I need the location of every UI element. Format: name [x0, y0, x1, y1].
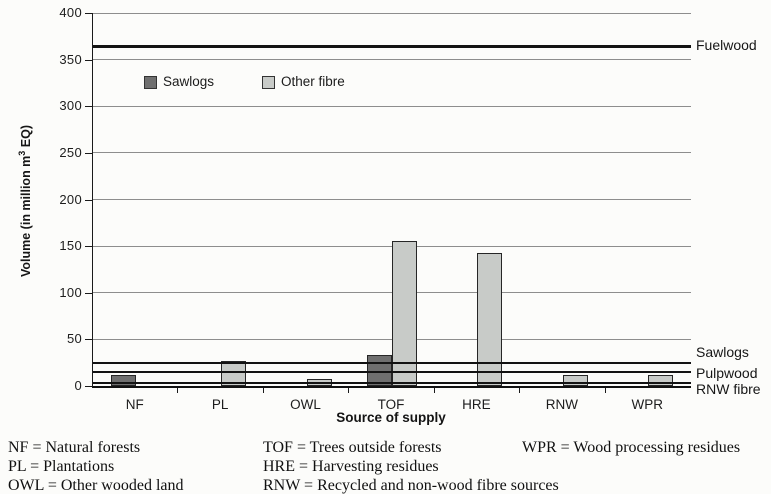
- legend-label-other-fibre: Other fibre: [281, 74, 345, 89]
- x-axis-title: Source of supply: [336, 410, 446, 425]
- gridline-250: [93, 152, 691, 154]
- reference-line-label-rnw-fibre: RNW fibre: [696, 381, 761, 398]
- y-tick-label: 300: [59, 98, 82, 114]
- y-tick-label: 250: [59, 144, 82, 160]
- footnote: RNW = Recycled and non-wood fibre source…: [263, 477, 559, 494]
- x-category-label-nf: NF: [125, 397, 144, 412]
- x-axis-tick: [177, 388, 179, 393]
- footnote: OWL = Other wooded land: [8, 477, 184, 494]
- x-category-label-wpr: WPR: [631, 397, 664, 412]
- y-tick-label: 150: [59, 238, 82, 254]
- y-tick-label: 50: [66, 331, 82, 347]
- legend-item-sawlogs: Sawlogs: [144, 75, 214, 89]
- y-axis-tick: [85, 199, 92, 201]
- reference-line-label-pulpwood: Pulpwood: [696, 365, 758, 381]
- footnote: WPR = Wood processing residues: [522, 439, 741, 456]
- reference-line-fuelwood: [93, 44, 691, 48]
- y-axis-title: Volume (in million m3 EQ): [16, 101, 37, 301]
- y-tick-label: 400: [59, 5, 82, 20]
- y-axis-tick: [85, 246, 92, 248]
- legend-item-other-fibre: Other fibre: [262, 75, 345, 89]
- y-axis-title-superscript: 3: [16, 150, 27, 156]
- footnote: NF = Natural forests: [8, 439, 141, 456]
- x-category-label-pl: PL: [211, 397, 229, 412]
- y-axis-tick: [85, 106, 92, 108]
- bar-other-fibre-rnw: [562, 375, 588, 386]
- gridline-200: [93, 199, 691, 200]
- reference-line-label-fuelwood: Fuelwood: [696, 36, 757, 53]
- gridline-400: [93, 12, 691, 14]
- abbreviation-key-column-1: NF = Natural forests PL = Plantations OW…: [8, 438, 184, 494]
- x-axis-tick: [433, 388, 435, 393]
- y-tick-label: 350: [59, 51, 82, 67]
- footnote: PL = Plantations: [8, 458, 115, 475]
- bar-other-fibre-wpr: [648, 375, 674, 386]
- sawlogs-swatch-icon: [144, 75, 157, 89]
- x-axis-tick: [262, 388, 264, 393]
- plot-area: [92, 12, 691, 388]
- abbreviation-key-column-2: TOF = Trees outside forests HRE = Harves…: [263, 438, 559, 494]
- gridline-300: [93, 105, 691, 107]
- reference-line-sawlogs: [93, 361, 691, 364]
- abbreviation-key-column-3: WPR = Wood processing residues: [522, 438, 740, 457]
- y-axis-tick: [85, 59, 92, 61]
- y-axis-tick: [85, 339, 92, 341]
- footnote: HRE = Harvesting residues: [263, 458, 439, 475]
- y-axis-tick: [85, 386, 92, 387]
- reference-line-label-sawlogs: Sawlogs: [696, 343, 749, 360]
- y-axis-tick: [85, 292, 92, 294]
- x-category-label-rnw: RNW: [545, 397, 578, 412]
- legend-label-sawlogs: Sawlogs: [163, 74, 215, 89]
- bar-sawlogs-nf: [110, 375, 136, 386]
- bar-sawlogs-tof: [367, 355, 392, 386]
- x-axis-tick: [348, 388, 350, 393]
- x-category-label-hre: HRE: [462, 397, 491, 412]
- y-tick-label: 200: [59, 191, 82, 207]
- y-tick-label: 100: [59, 284, 82, 300]
- y-tick-label: 0: [74, 378, 82, 393]
- reference-line-pulpwood: [93, 371, 691, 373]
- other-fibre-swatch-icon: [262, 75, 275, 89]
- bar-other-fibre-hre: [477, 253, 503, 386]
- x-axis-tick: [604, 388, 606, 393]
- x-category-label-tof: TOF: [377, 397, 405, 412]
- footnote: TOF = Trees outside forests: [263, 439, 442, 456]
- reference-line-rnw-fibre: [93, 382, 691, 385]
- x-axis-tick: [519, 388, 521, 393]
- x-category-label-owl: OWL: [290, 397, 321, 412]
- gridline-350: [93, 59, 691, 61]
- y-axis-tick: [85, 152, 92, 154]
- y-axis-title-text: EQ): [19, 124, 33, 151]
- bar-other-fibre-tof: [392, 241, 417, 386]
- bar-other-fibre-pl: [221, 361, 247, 386]
- y-axis-title-text: Volume (in million m: [19, 155, 33, 278]
- y-axis-tick: [85, 13, 92, 14]
